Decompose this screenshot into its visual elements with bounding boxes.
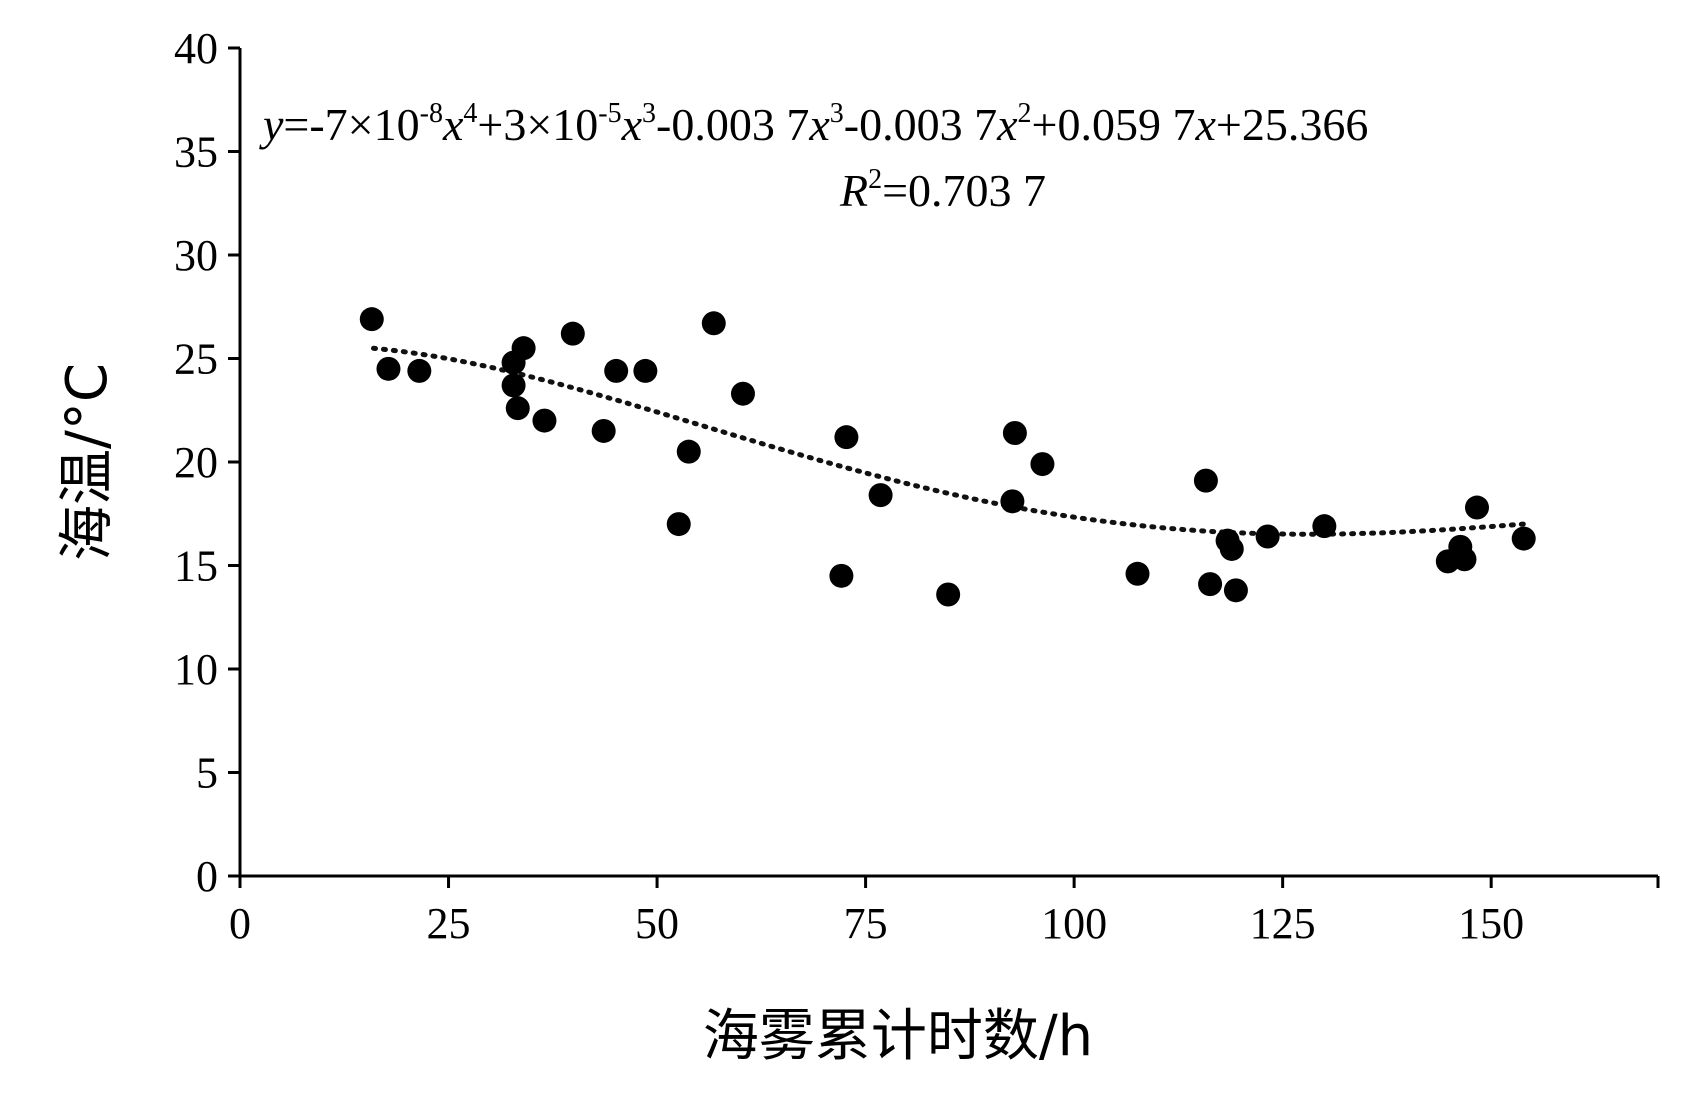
y-tick-label: 20: [174, 438, 218, 487]
r-squared-label: R2=0.703 7: [839, 164, 1046, 216]
data-point: [730, 381, 755, 406]
y-tick-label: 10: [174, 645, 218, 694]
y-tick-label: 5: [196, 749, 218, 798]
data-point: [1464, 495, 1489, 520]
data-point: [1125, 561, 1150, 586]
y-tick-label: 25: [174, 335, 218, 384]
x-tick-label: 125: [1250, 899, 1316, 948]
data-point: [633, 358, 658, 383]
x-tick-label: 50: [635, 899, 679, 948]
x-axis-title: 海雾累计时数/h: [703, 1004, 1093, 1069]
axis-ticks: 0 5 10 15 20 25 30 35 40 0 25 50 75 100 125 150: [174, 24, 1660, 948]
trend-equation: y=-7×10-8x4+3×10-5x3-0.003 7x3-0.003 7x2…: [259, 98, 1368, 150]
data-point: [1000, 489, 1025, 514]
data-point: [676, 439, 701, 464]
data-point: [1002, 421, 1027, 446]
points-layer: [359, 307, 1536, 607]
y-tick-label: 15: [174, 542, 218, 591]
data-point: [511, 336, 536, 361]
data-point: [1312, 514, 1337, 539]
y-tick-label: 35: [174, 128, 218, 177]
data-point: [560, 321, 585, 346]
x-tick-label: 0: [229, 899, 251, 948]
trendline: [371, 345, 1527, 537]
data-point: [1193, 468, 1218, 493]
data-point: [1223, 578, 1248, 603]
data-point: [868, 483, 893, 508]
data-point: [1198, 572, 1223, 597]
data-point: [829, 563, 854, 588]
data-point: [505, 396, 530, 421]
data-point: [501, 373, 526, 398]
x-tick-label: 100: [1041, 899, 1107, 948]
y-tick-label: 0: [196, 852, 218, 901]
data-point: [1511, 526, 1536, 551]
data-point: [1255, 524, 1280, 549]
trendline-layer: [371, 345, 1527, 537]
data-point: [1219, 536, 1244, 561]
x-tick-label: 75: [844, 899, 888, 948]
data-point: [936, 582, 961, 607]
data-point: [376, 356, 401, 381]
data-point: [666, 512, 691, 537]
x-tick-label: 25: [427, 899, 471, 948]
data-point: [591, 418, 616, 443]
data-point: [1030, 452, 1055, 477]
data-point: [1452, 547, 1477, 572]
data-point: [407, 358, 432, 383]
data-point: [604, 358, 629, 383]
data-point: [834, 425, 859, 450]
y-tick-label: 30: [174, 231, 218, 280]
y-axis-title: 海温/°C: [55, 363, 120, 561]
data-point: [532, 408, 557, 433]
y-tick-label: 40: [174, 24, 218, 73]
x-tick-label: 150: [1458, 899, 1524, 948]
data-point: [359, 307, 384, 332]
data-point: [701, 311, 726, 336]
